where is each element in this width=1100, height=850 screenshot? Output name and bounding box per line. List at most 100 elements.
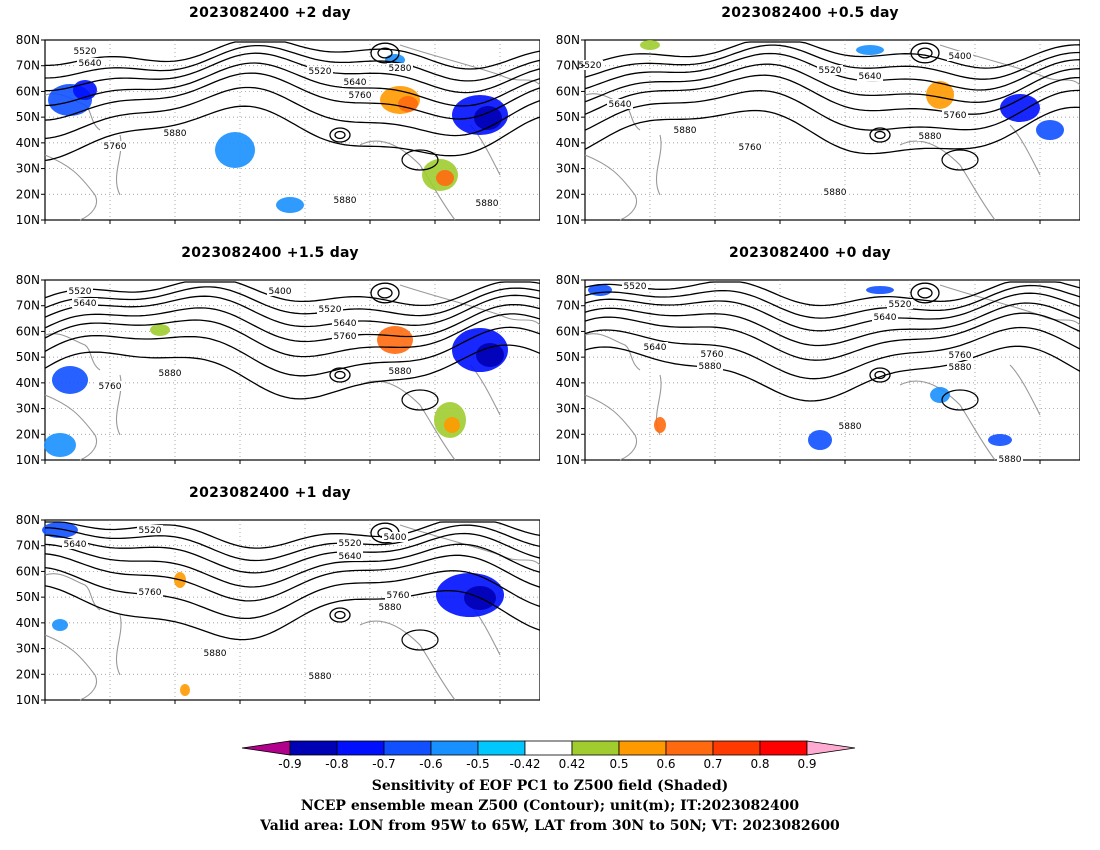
colorbar-segment [383,740,432,756]
lon-tick-label: 150W [288,464,323,465]
contour-label: 5880 [159,369,182,379]
caption-line-2: NCEP ensemble mean Z500 (Contour); unit(… [300,798,800,814]
lon-tick-label: 90W [421,464,448,465]
lon-tick-label: 90W [961,464,988,465]
lon-tick-label: 150E [700,464,731,465]
z500-contours [44,521,540,651]
panel-title: 2023082400 +1 day [189,485,351,501]
colorbar-left-arrow [241,740,291,756]
map-panel-plus2-day: 2023082400 +2 day 5520 5640 5520 5640 5760 58… [0,5,540,225]
lat-tick-label: 70N [556,299,580,313]
contour-label: 5880 [674,126,697,136]
contour-label: 5880 [389,367,412,377]
panel-title: 2023082400 +0.5 day [721,5,899,21]
lat-tick-label: 60N [16,564,40,578]
colorbar-tick-label: 0.8 [750,757,769,771]
contour-label: 5880 [999,455,1022,465]
lon-tick-label: 150E [160,224,191,225]
lat-tick-label: 80N [556,33,580,47]
panel-title: 2023082400 +2 day [189,5,351,21]
lat-tick-label: 80N [16,513,40,527]
lat-tick-label: 70N [16,539,40,553]
map-plot: 5520 5640 5400 5520 5640 5760 5880 5760 5880 80N 7… [16,273,540,465]
colorbar-tick-label: 0.5 [609,757,628,771]
contour-label: 5760 [944,111,967,121]
map-plot: 5520 5640 5520 5640 5760 5880 5760 5880 5880 5280… [16,33,540,225]
colorbar-segment [712,740,761,756]
contour-label: 5760 [701,350,724,360]
lat-tick-label: 60N [556,324,580,338]
map-plot: 5520 5640 5520 5400 5640 5760 5880 5760 5880 5880… [556,33,1080,225]
lat-tick-label: 10N [16,693,40,705]
lat-tick-label: 40N [16,136,40,150]
lat-tick-label: 40N [16,376,40,390]
contour-label: 5880 [919,132,942,142]
colorbar-tick-label: -0.7 [372,757,395,771]
lat-tick-label: 50N [556,110,580,124]
lat-tick-label: 30N [16,162,40,176]
lat-tick-label: 20N [16,187,40,201]
lon-tick-label: 60W [486,224,513,225]
contour-label: 5520 [579,61,602,71]
contour-label: 5640 [644,343,667,353]
sensitivity-shading [588,284,1012,450]
contour-label: 5400 [269,287,292,297]
contour-label: 5760 [949,351,972,361]
contour-label: 5640 [609,100,632,110]
colorbar-segment [477,740,526,756]
lon-tick-label: 120W [353,704,388,705]
panel-title: 2023082400 +1.5 day [181,245,359,261]
lat-tick-label: 10N [556,453,580,465]
contour-label: 5520 [319,305,342,315]
contour-label: 5880 [204,649,227,659]
lon-tick-label: 120W [353,224,388,225]
lat-tick-label: 60N [556,84,580,98]
sensitivity-shading [640,40,1064,140]
lat-tick-label: 80N [16,273,40,287]
lon-tick-label: 120W [893,464,928,465]
colorbar-segment [289,740,338,756]
colorbar-segment [759,740,808,756]
contour-label: 5520 [624,282,647,292]
sensitivity-shading [48,54,508,213]
lon-tick-label: 120E [95,464,126,465]
panel-title: 2023082400 +0 day [729,245,891,261]
map-panel-plus0-5-day: 2023082400 +0.5 day 5520 5640 5520 5400 5640… [540,5,1080,225]
contour-label: 5640 [334,319,357,329]
contour-label: 5880 [379,603,402,613]
colorbar-segment [618,740,667,756]
lat-tick-label: 60N [16,84,40,98]
lon-tick-label: 60W [486,464,513,465]
lat-tick-label: 80N [16,33,40,47]
contour-label: 5760 [349,91,372,101]
colorbar-segment [430,740,479,756]
lat-tick-label: 40N [16,616,40,630]
lon-tick-label: 60W [486,704,513,705]
contour-label: 5400 [949,52,972,62]
contour-label: 5640 [344,78,367,88]
lon-tick-label: 180 [229,464,252,465]
contour-label: 5280 [389,64,412,74]
contour-label: 5400 [384,533,407,543]
caption-line-3: Valid area: LON from 95W to 65W, LAT fro… [260,818,840,834]
colorbar-legend: -0.9 -0.8 -0.7 -0.6 -0.5 -0.42 0.42 0.5 0.6 0.7 0.… [241,740,856,771]
lat-tick-label: 40N [556,136,580,150]
lon-tick-label: 120W [353,464,388,465]
colorbar-segment [571,740,620,756]
lat-tick-label: 20N [16,427,40,441]
colorbar-tick-label: -0.6 [419,757,442,771]
contour-label: 5880 [164,129,187,139]
z500-contours [44,281,540,411]
contour-label: 5520 [889,300,912,310]
lon-tick-label: 120E [95,224,126,225]
lat-tick-label: 60N [16,324,40,338]
lon-tick-label: 180 [769,224,792,225]
lon-tick-label: 90W [421,704,448,705]
lon-tick-label: 90W [421,224,448,225]
contour-label: 5640 [79,59,102,69]
map-panel-plus1-5-day: 2023082400 +1.5 day 5520 5640 5400 5520 5640… [0,245,540,465]
contour-label: 5760 [99,382,122,392]
lat-tick-label: 80N [556,273,580,287]
contour-label: 5640 [64,540,87,550]
map-plot: 5520 5520 5640 5640 5760 5880 5760 5880 5880 5880… [556,273,1080,465]
